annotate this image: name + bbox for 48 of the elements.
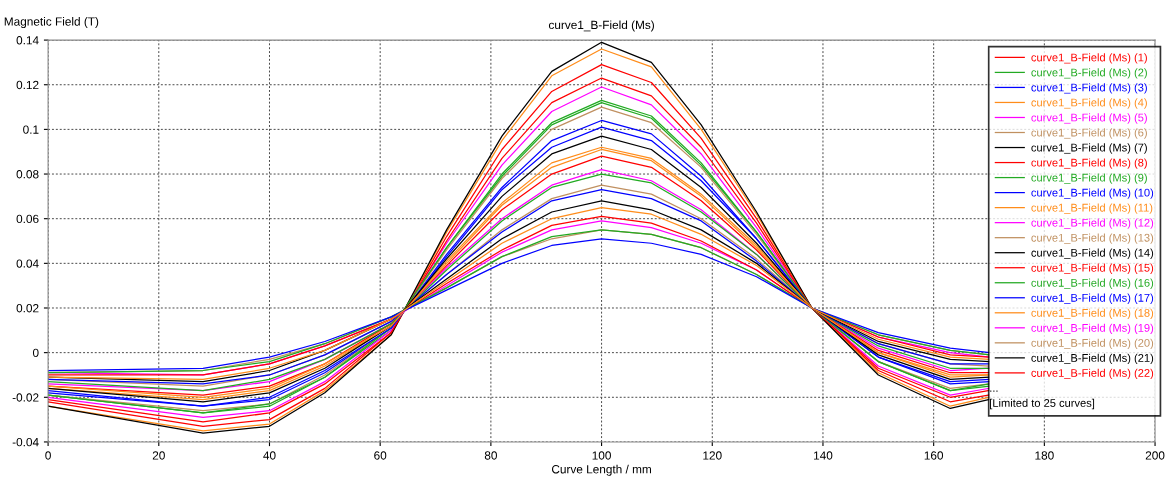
y-tick-label: 0 [32,348,39,358]
x-tick-label: 120 [703,451,722,460]
legend-label: curve1_B-Field (Ms) (10) [1031,188,1154,199]
chart-title: curve1_B-Field (Ms) [548,20,654,32]
x-tick-label: 160 [924,451,944,460]
legend-label: curve1_B-Field (Ms) (2) [1031,68,1147,79]
legend-label: curve1_B-Field (Ms) (7) [1031,143,1147,154]
legend-label: curve1_B-Field (Ms) (21) [1031,353,1154,365]
legend-label: curve1_B-Field (Ms) (13) [1031,233,1154,244]
y-tick-label: -0.04 [12,437,39,447]
x-tick-label: 40 [263,451,276,460]
legend-label: curve1_B-Field (Ms) (18) [1031,308,1154,319]
x-tick-label: 80 [484,451,497,460]
annotation: ... [990,390,998,392]
x-tick-label: 180 [1035,451,1054,460]
legend-label: curve1_B-Field (Ms) (19) [1031,323,1154,335]
legend-label: curve1_B-Field (Ms) (5) [1031,113,1147,124]
legend-label: curve1_B-Field (Ms) (17) [1031,293,1154,304]
legend-label: curve1_B-Field (Ms) (14) [1031,248,1154,259]
y-tick-label: 0.08 [16,170,39,179]
annotation: [Limited to 25 curves] [990,398,1095,410]
x-tick-label: 0 [45,451,51,460]
legend-label: curve1_B-Field (Ms) (20) [1031,338,1154,350]
x-axis-title: Curve Length / mm [551,464,651,476]
x-tick-label: 100 [592,451,611,460]
y-tick-label: -0.02 [12,393,39,402]
y-tick-label: 0.14 [16,36,39,45]
legend-label: curve1_B-Field (Ms) (8) [1031,158,1147,169]
legend-label: curve1_B-Field (Ms) (9) [1031,173,1147,184]
x-tick-label: 60 [374,451,387,460]
legend-label: curve1_B-Field (Ms) (3) [1031,83,1147,94]
legend-label: curve1_B-Field (Ms) (12) [1031,218,1154,229]
legend-label: curve1_B-Field (Ms) (11) [1031,203,1153,214]
y-tick-label: 0.02 [16,304,39,313]
y-tick-label: 0.12 [16,80,39,90]
x-tick-label: 140 [814,451,833,460]
legend-label: curve1_B-Field (Ms) (22) [1031,368,1154,380]
y-tick-label: 0.06 [16,214,39,224]
legend-label: curve1_B-Field (Ms) (1) [1031,53,1147,64]
legend-label: curve1_B-Field (Ms) (15) [1031,263,1154,274]
x-tick-label: 20 [152,451,165,460]
y-tick-label: 0.1 [23,125,39,134]
legend-label: curve1_B-Field (Ms) (4) [1031,98,1147,109]
y-tick-label: 0.04 [16,259,39,268]
y-axis-title: Magnetic Field (T) [4,17,99,29]
legend-label: curve1_B-Field (Ms) (6) [1031,128,1147,139]
legend-label: curve1_B-Field (Ms) (16) [1031,278,1154,289]
x-tick-label: 200 [1145,451,1165,460]
